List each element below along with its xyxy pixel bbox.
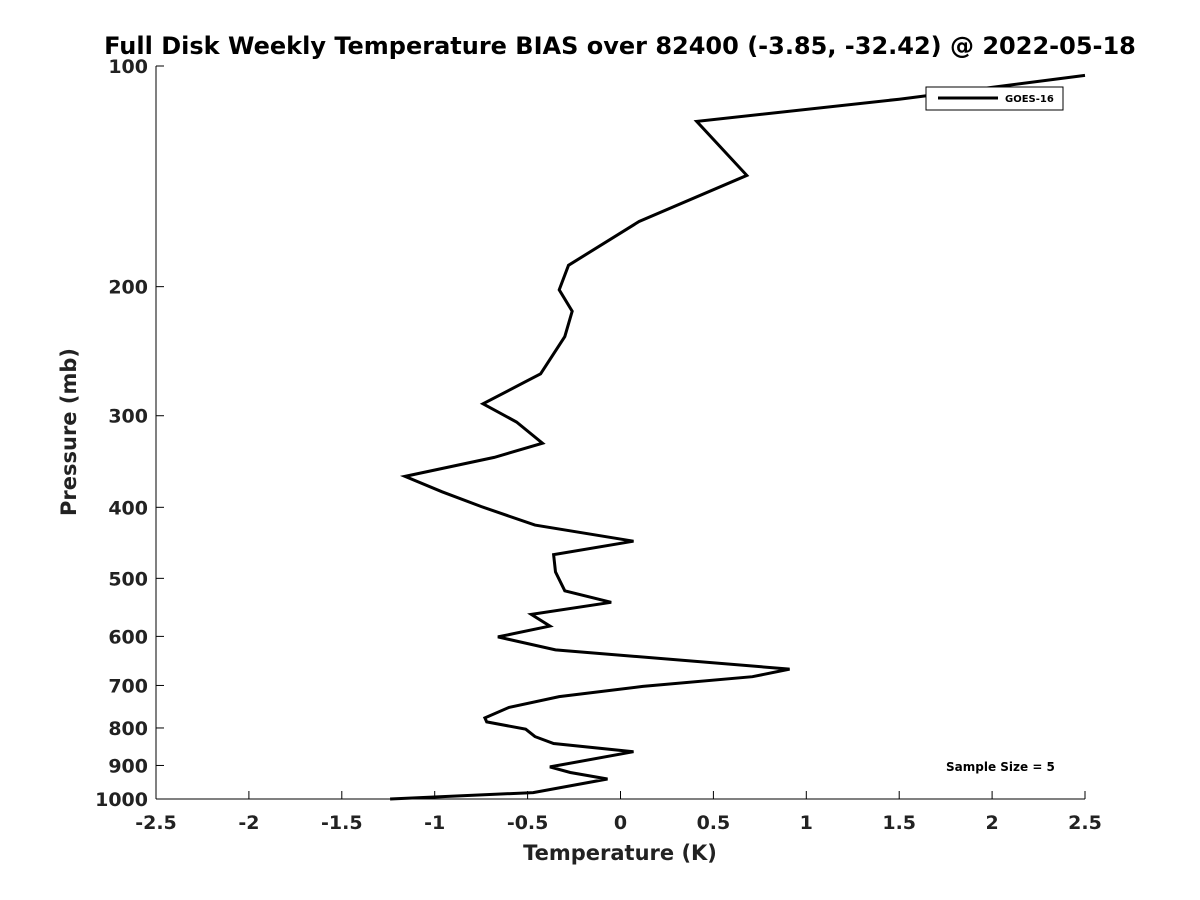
y-axis-ticks: 100 200 300 400 500 600 700 800 900 1000	[95, 56, 164, 811]
x-tick-label: -1	[424, 812, 445, 834]
x-tick-label: -0.5	[507, 812, 549, 834]
y-tick-label: 300	[108, 406, 148, 428]
y-tick-label: 600	[108, 626, 148, 648]
x-tick-label: 2	[985, 812, 998, 834]
x-axis-label: Temperature (K)	[523, 841, 717, 865]
x-tick-label: 0	[614, 812, 627, 834]
y-tick-label: 1000	[95, 789, 148, 811]
chart-title: Full Disk Weekly Temperature BIAS over 8…	[104, 32, 1136, 60]
sample-size-annotation: Sample Size = 5	[946, 760, 1055, 774]
y-tick-label: 900	[108, 755, 148, 777]
y-axis-label: Pressure (mb)	[57, 348, 81, 516]
x-tick-label: 2.5	[1068, 812, 1102, 834]
legend-label-goes16: GOES-16	[1005, 94, 1054, 105]
series-line-goes16	[390, 73, 1086, 801]
x-tick-label: -2	[238, 812, 259, 834]
x-tick-label: 1	[800, 812, 813, 834]
y-tick-label: 700	[108, 675, 148, 697]
y-tick-label: 800	[108, 718, 148, 740]
x-tick-label: -2.5	[135, 812, 177, 834]
y-tick-label: 100	[108, 56, 148, 78]
y-tick-label: 200	[108, 277, 148, 299]
legend: GOES-16	[925, 86, 1064, 111]
series-layer	[390, 73, 1086, 801]
x-axis-ticks: -2.5 -2 -1.5 -1 -0.5 0 0.5 1 1.5 2 2.5	[135, 791, 1102, 834]
x-tick-label: 1.5	[882, 812, 916, 834]
x-tick-label: 0.5	[697, 812, 731, 834]
y-tick-label: 400	[108, 497, 148, 519]
y-tick-label: 500	[108, 568, 148, 590]
x-tick-label: -1.5	[321, 812, 363, 834]
